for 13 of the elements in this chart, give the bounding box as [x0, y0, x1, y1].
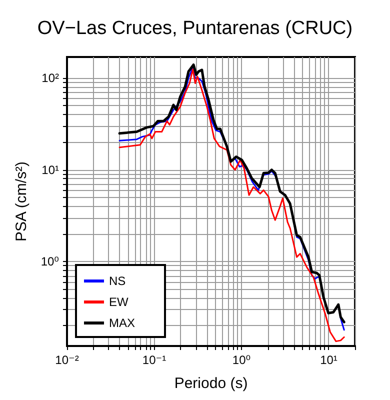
x-axis-title: Periodo (s) — [174, 375, 248, 392]
x-tick-label: 10⁻¹ — [142, 353, 166, 367]
legend-label: EW — [109, 295, 130, 309]
y-tick-label: 10⁰ — [40, 254, 60, 269]
x-tick-label: 10⁰ — [232, 353, 251, 367]
y-axis-title: PSA (cm/s²) — [13, 161, 30, 242]
y-tick-label: 10¹ — [42, 162, 60, 177]
chart-title: OV−Las Cruces, Puntarenas (CRUC) — [37, 18, 353, 39]
y-tick-label: 10² — [42, 71, 60, 86]
x-tick-label: 10⁻² — [55, 353, 79, 367]
x-tick-label: 10¹ — [320, 353, 338, 367]
legend-label: MAX — [109, 316, 136, 330]
legend-label: NS — [109, 274, 126, 288]
